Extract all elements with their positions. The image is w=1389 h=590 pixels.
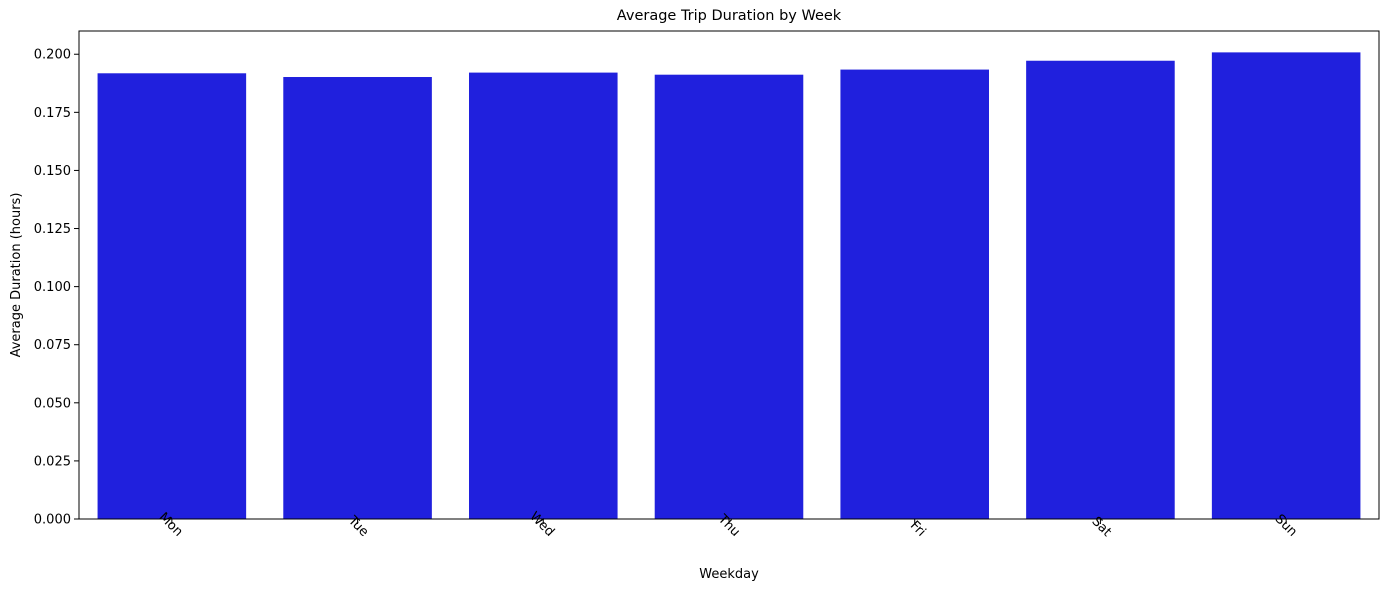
y-tick-label: 0.025 bbox=[34, 454, 71, 469]
y-axis-title: Average Duration (hours) bbox=[9, 193, 24, 358]
bar-wed bbox=[469, 72, 618, 519]
y-tick-label: 0.100 bbox=[34, 280, 71, 295]
bar-mon bbox=[97, 73, 247, 519]
bar-tue bbox=[283, 77, 432, 519]
bar-sat bbox=[1026, 60, 1175, 520]
y-tick-label: 0.000 bbox=[34, 513, 71, 528]
bar-fri bbox=[840, 69, 989, 519]
x-axis-title: Weekday bbox=[699, 567, 759, 582]
y-tick-label: 0.175 bbox=[34, 106, 71, 121]
y-tick-label: 0.125 bbox=[34, 222, 71, 237]
y-tick-label: 0.150 bbox=[34, 164, 71, 179]
plot-frame bbox=[78, 30, 1380, 520]
chart-title: Average Trip Duration by Week bbox=[617, 8, 842, 24]
y-tick-label: 0.075 bbox=[34, 338, 71, 353]
bars-group bbox=[97, 52, 1361, 520]
y-tick-label: 0.050 bbox=[34, 396, 71, 411]
y-axis: 0.000 0.025 0.050 0.075 0.100 0.125 0.150 0.175… bbox=[34, 48, 79, 528]
bar-sun bbox=[1211, 52, 1361, 519]
y-tick-label: 0.200 bbox=[34, 48, 71, 63]
bar-thu bbox=[654, 74, 804, 519]
